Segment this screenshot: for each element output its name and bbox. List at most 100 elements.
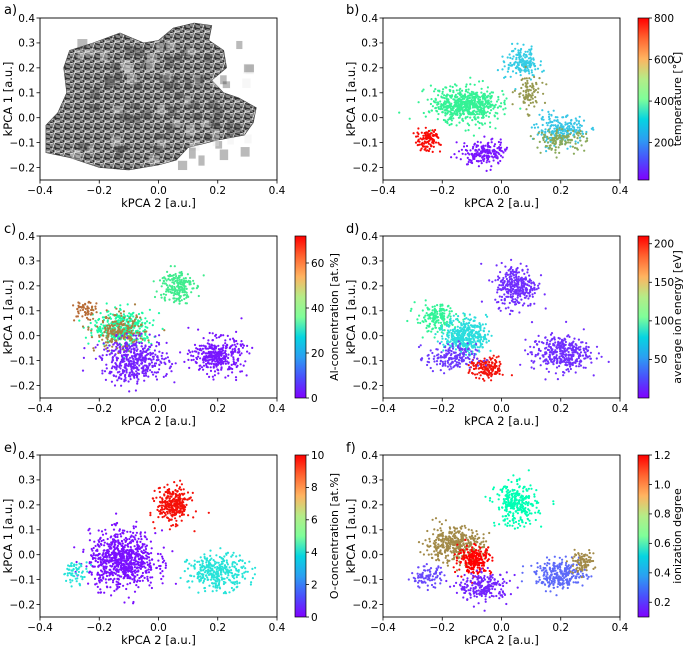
scatter-point [98, 328, 101, 331]
scatter-point [448, 310, 451, 313]
scatter-point [585, 345, 588, 348]
scatter-point [421, 309, 424, 312]
scatter-point [573, 122, 576, 125]
scatter-point [127, 380, 130, 383]
scatter-point [77, 310, 80, 313]
scatter-point [178, 285, 182, 288]
scatter-point [439, 356, 443, 359]
image-tile [186, 124, 196, 136]
scatter-point [112, 343, 115, 346]
scatter-point [230, 363, 233, 366]
scatter-point [557, 146, 560, 149]
scatter-point [180, 283, 183, 286]
scatter-point [166, 356, 169, 359]
scatter-point [510, 374, 513, 377]
plot-area [406, 258, 610, 382]
scatter-point [436, 312, 439, 315]
scatter-point [563, 338, 566, 341]
scatter-point [548, 127, 552, 130]
scatter-point [419, 321, 422, 325]
scatter-point [85, 316, 89, 319]
scatter-point [434, 132, 438, 136]
scatter-point [550, 136, 553, 139]
scatter-point [107, 317, 111, 320]
scatter-point [436, 310, 439, 313]
scatter-point [491, 357, 494, 360]
scatter-point [234, 345, 238, 348]
scatter-point [511, 270, 514, 273]
scatter-point [449, 317, 452, 320]
scatter-point [426, 354, 429, 357]
scatter-point [507, 306, 510, 309]
scatter-point [519, 107, 522, 110]
scatter-point [515, 299, 519, 302]
scatter-point [510, 286, 513, 289]
scatter-point [251, 346, 254, 349]
scatter-point [447, 336, 450, 339]
scatter-point [565, 353, 568, 356]
scatter-point [235, 330, 238, 333]
scatter-point [560, 352, 563, 355]
scatter-point [131, 365, 134, 369]
scatter-point [532, 85, 535, 88]
scatter-point [239, 370, 242, 373]
scatter-point [246, 344, 249, 347]
y-tick-label: 0.0 [18, 330, 35, 342]
scatter-point [465, 338, 468, 341]
scatter-point [181, 286, 184, 289]
scatter-point [496, 291, 499, 294]
scatter-point [432, 139, 436, 142]
scatter-point [133, 324, 137, 327]
scatter-point [211, 332, 214, 335]
scatter-point [471, 119, 474, 122]
image-tile [242, 78, 251, 88]
scatter-point [450, 156, 453, 159]
scatter-point [83, 311, 87, 314]
scatter-point [521, 268, 524, 271]
scatter-point [521, 288, 525, 291]
scatter-point [190, 354, 193, 357]
scatter-point [476, 349, 479, 352]
scatter-point [476, 120, 480, 123]
scatter-point [410, 307, 413, 310]
scatter-point [171, 362, 174, 366]
scatter-point [146, 326, 149, 329]
scatter-point [554, 349, 557, 352]
scatter-point [537, 352, 540, 355]
scatter-point [453, 112, 456, 115]
scatter-point [160, 296, 163, 299]
scatter-point [466, 122, 469, 125]
scatter-point [127, 335, 130, 338]
scatter-point [170, 370, 173, 373]
scatter-point [189, 351, 192, 354]
scatter-point [511, 57, 514, 60]
scatter-point [487, 115, 490, 118]
scatter-point [207, 359, 210, 362]
scatter-point [175, 275, 178, 278]
scatter-point [486, 333, 489, 336]
scatter-point [477, 153, 480, 156]
scatter-point [518, 60, 521, 63]
scatter-point [131, 320, 134, 323]
scatter-point [479, 159, 483, 162]
scatter-point [464, 357, 467, 360]
scatter-point [430, 330, 433, 333]
scatter-point [515, 291, 519, 295]
scatter-point [525, 86, 528, 89]
scatter-point [505, 146, 509, 149]
scatter-point [245, 374, 248, 377]
scatter-point [172, 278, 175, 281]
scatter-point [459, 105, 462, 108]
scatter-point [155, 359, 159, 362]
scatter-point [495, 150, 498, 153]
scatter-point [490, 367, 493, 370]
scatter-point [132, 360, 135, 363]
scatter-point [430, 98, 433, 101]
scatter-point [178, 278, 181, 281]
scatter-point [226, 368, 230, 371]
scatter-point [441, 313, 444, 316]
scatter-point [165, 373, 168, 376]
scatter-point [558, 127, 561, 130]
scatter-point [122, 345, 125, 348]
scatter-point [222, 334, 225, 337]
